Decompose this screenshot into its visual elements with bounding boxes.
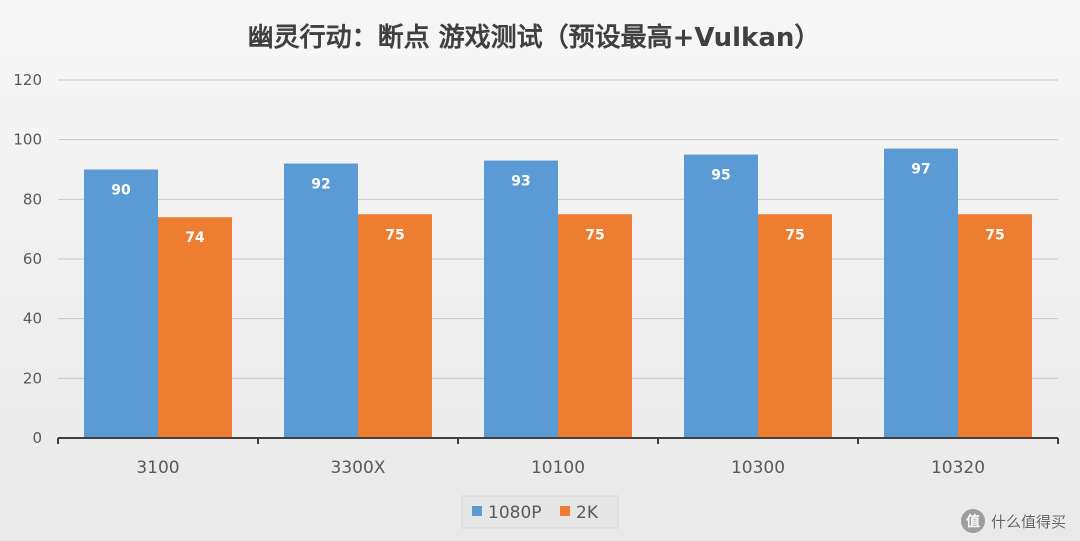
smzdm-logo-icon: 值 xyxy=(960,509,985,533)
y-tick-label: 120 xyxy=(13,71,42,89)
x-tick-label: 10300 xyxy=(731,458,785,478)
x-tick-label: 10100 xyxy=(531,458,585,478)
bar-1080P-3100 xyxy=(84,169,158,438)
bar-2K-10300 xyxy=(758,214,832,438)
chart-title: 幽灵行动：断点 游戏测试（预设最高+Vulkan） xyxy=(248,22,821,53)
legend-swatch-1080P xyxy=(472,506,482,516)
data-label: 75 xyxy=(985,227,1004,243)
data-label: 90 xyxy=(111,183,131,199)
y-tick-label: 60 xyxy=(23,250,42,268)
bar-2K-3300X xyxy=(358,214,432,438)
bar-2K-10320 xyxy=(958,214,1032,438)
y-tick-label: 20 xyxy=(23,369,42,387)
x-tick-label: 3300X xyxy=(331,458,386,478)
legend: 1080P 2K xyxy=(461,495,619,529)
bar-1080P-10300 xyxy=(684,154,758,439)
legend-box xyxy=(461,495,619,529)
watermark: 值 什么值得买 xyxy=(960,509,1066,533)
bar-2K-10100 xyxy=(558,214,632,438)
y-axis-ticks: 0 20 40 60 80 100 120 xyxy=(13,71,42,447)
data-label: 75 xyxy=(585,227,604,243)
bar-1080P-10100 xyxy=(484,160,558,439)
y-tick-label: 100 xyxy=(13,131,42,149)
bar-2K-3100 xyxy=(158,217,232,438)
x-tick-label: 10320 xyxy=(931,458,985,478)
y-tick-label: 80 xyxy=(23,190,42,208)
bar-1080P-10320 xyxy=(884,148,958,438)
x-axis: 3100 3300X 10100 10300 10320 xyxy=(57,437,1059,478)
legend-label: 1080P xyxy=(488,503,542,523)
x-tick-label: 3100 xyxy=(136,458,179,478)
data-label: 93 xyxy=(511,174,530,190)
legend-label: 2K xyxy=(576,503,599,523)
y-tick-label: 40 xyxy=(23,310,42,328)
bar-1080P-3300X xyxy=(284,163,358,439)
data-label: 74 xyxy=(185,230,205,246)
bars: 90 74 92 75 93 75 95 75 97 75 xyxy=(84,148,1032,439)
legend-swatch-2K xyxy=(560,506,570,516)
data-label: 92 xyxy=(311,177,330,193)
data-label: 97 xyxy=(911,162,930,178)
data-label: 75 xyxy=(785,227,804,243)
watermark-text: 什么值得买 xyxy=(990,512,1066,531)
y-tick-label: 0 xyxy=(32,429,42,447)
data-label: 75 xyxy=(385,227,404,243)
data-label: 95 xyxy=(711,168,730,184)
